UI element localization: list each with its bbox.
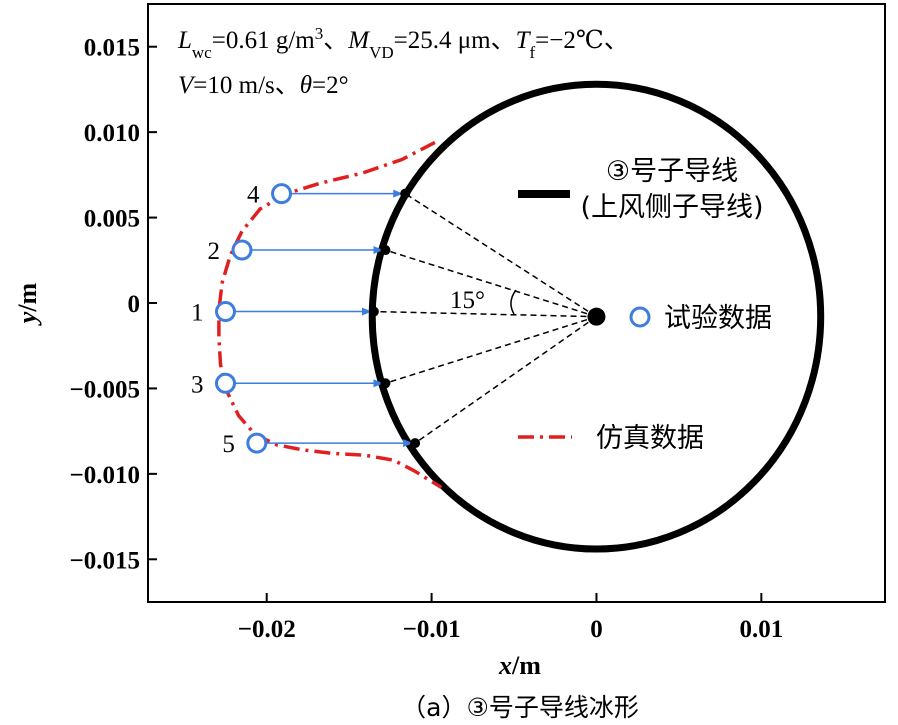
wall-point-1 xyxy=(368,306,379,317)
conditions-part: =25.4 μm、 xyxy=(394,27,516,54)
y-tick-label: −0.005 xyxy=(70,376,141,403)
test-point-3 xyxy=(214,372,236,394)
conditions-part: 、 xyxy=(323,27,348,54)
wall-point-5 xyxy=(410,438,421,449)
x-tick-label: −0.02 xyxy=(238,616,296,643)
conditions-part: T xyxy=(516,27,532,54)
x-axis-label: x/m xyxy=(498,651,541,680)
x-tick-label: −0.01 xyxy=(403,616,461,643)
x-axis-unit: /m xyxy=(511,651,541,680)
conditions-line-2: V=10 m/s、θ=2° xyxy=(178,72,349,99)
wall-point-4 xyxy=(400,188,411,199)
angle-arc xyxy=(510,289,517,315)
radial-line-5 xyxy=(414,316,597,444)
radial-line-3 xyxy=(385,315,597,385)
conditions-part: =−2℃、 xyxy=(535,27,629,54)
plot-area: 4 2 1 3 5 15° xyxy=(147,3,886,603)
radial-line-4 xyxy=(404,193,597,318)
test-point-4 xyxy=(271,183,293,205)
test-point-5 xyxy=(246,432,268,454)
legend-test-label: 试验数据 xyxy=(664,303,772,334)
y-tick-label: 0 xyxy=(128,291,141,318)
y-axis-label: y/m xyxy=(13,282,42,326)
angle-label: 15° xyxy=(450,287,485,314)
x-axis-name: x xyxy=(498,651,512,680)
conditions-part: =10 m/s、 xyxy=(193,72,299,99)
legend-test-swatch xyxy=(629,306,651,328)
legend-conductor-line: ③号子导线 xyxy=(606,156,738,187)
y-axis-name: y xyxy=(13,311,42,326)
radial-line-2 xyxy=(385,249,597,318)
figure-caption: （a）③号子导线冰形 xyxy=(401,693,639,722)
conditions-part: VD xyxy=(369,43,394,62)
conditions-part: =0.61 g/m xyxy=(212,27,316,54)
wall-point-2 xyxy=(380,245,391,256)
legend-conductor-label: ③号子导线 (上风侧子导线) xyxy=(580,156,763,223)
y-tick-label: −0.015 xyxy=(70,547,141,574)
point-label-3: 3 xyxy=(191,371,204,398)
conditions-part: M xyxy=(347,27,370,54)
conditions-part: L xyxy=(177,27,192,54)
y-axis-unit: /m xyxy=(13,282,42,312)
conditions-part: V xyxy=(178,72,196,99)
conditions-part: θ xyxy=(300,72,312,99)
x-tick-label: 0 xyxy=(590,616,603,643)
y-tick-label: −0.010 xyxy=(70,462,141,489)
conductor-outline xyxy=(368,80,825,553)
conditions-part: 3 xyxy=(315,24,324,43)
point-label-4: 4 xyxy=(247,182,260,209)
radial-line-1 xyxy=(373,310,597,318)
conditions-part: =2° xyxy=(312,72,349,99)
conditions-part: f xyxy=(530,43,536,62)
simulated-ice-line xyxy=(217,140,443,489)
conditions-part: wc xyxy=(192,43,212,62)
x-tick-label: 0.01 xyxy=(739,616,783,643)
legend-sim-label: 仿真数据 xyxy=(596,423,704,454)
wall-point-3 xyxy=(380,378,391,389)
point-label-1: 1 xyxy=(191,300,204,327)
point-label-2: 2 xyxy=(207,238,220,265)
conditions-line-1: Lwc=0.61 g/m3、MVD=25.4 μm、Tf=−2℃、 xyxy=(177,24,629,62)
legend-conductor-line: (上风侧子导线) xyxy=(580,192,763,223)
axis-ticks: −0.02 −0.01 0 0.010.0150.0100.0050−0.005−0.… xyxy=(70,35,784,643)
y-tick-label: 0.010 xyxy=(84,120,140,147)
point-label-5: 5 xyxy=(222,431,235,458)
test-point-1 xyxy=(214,301,236,323)
y-tick-label: 0.005 xyxy=(84,206,140,233)
conductor-center xyxy=(587,307,606,326)
y-tick-label: 0.015 xyxy=(84,35,140,62)
test-point-2 xyxy=(231,239,253,261)
